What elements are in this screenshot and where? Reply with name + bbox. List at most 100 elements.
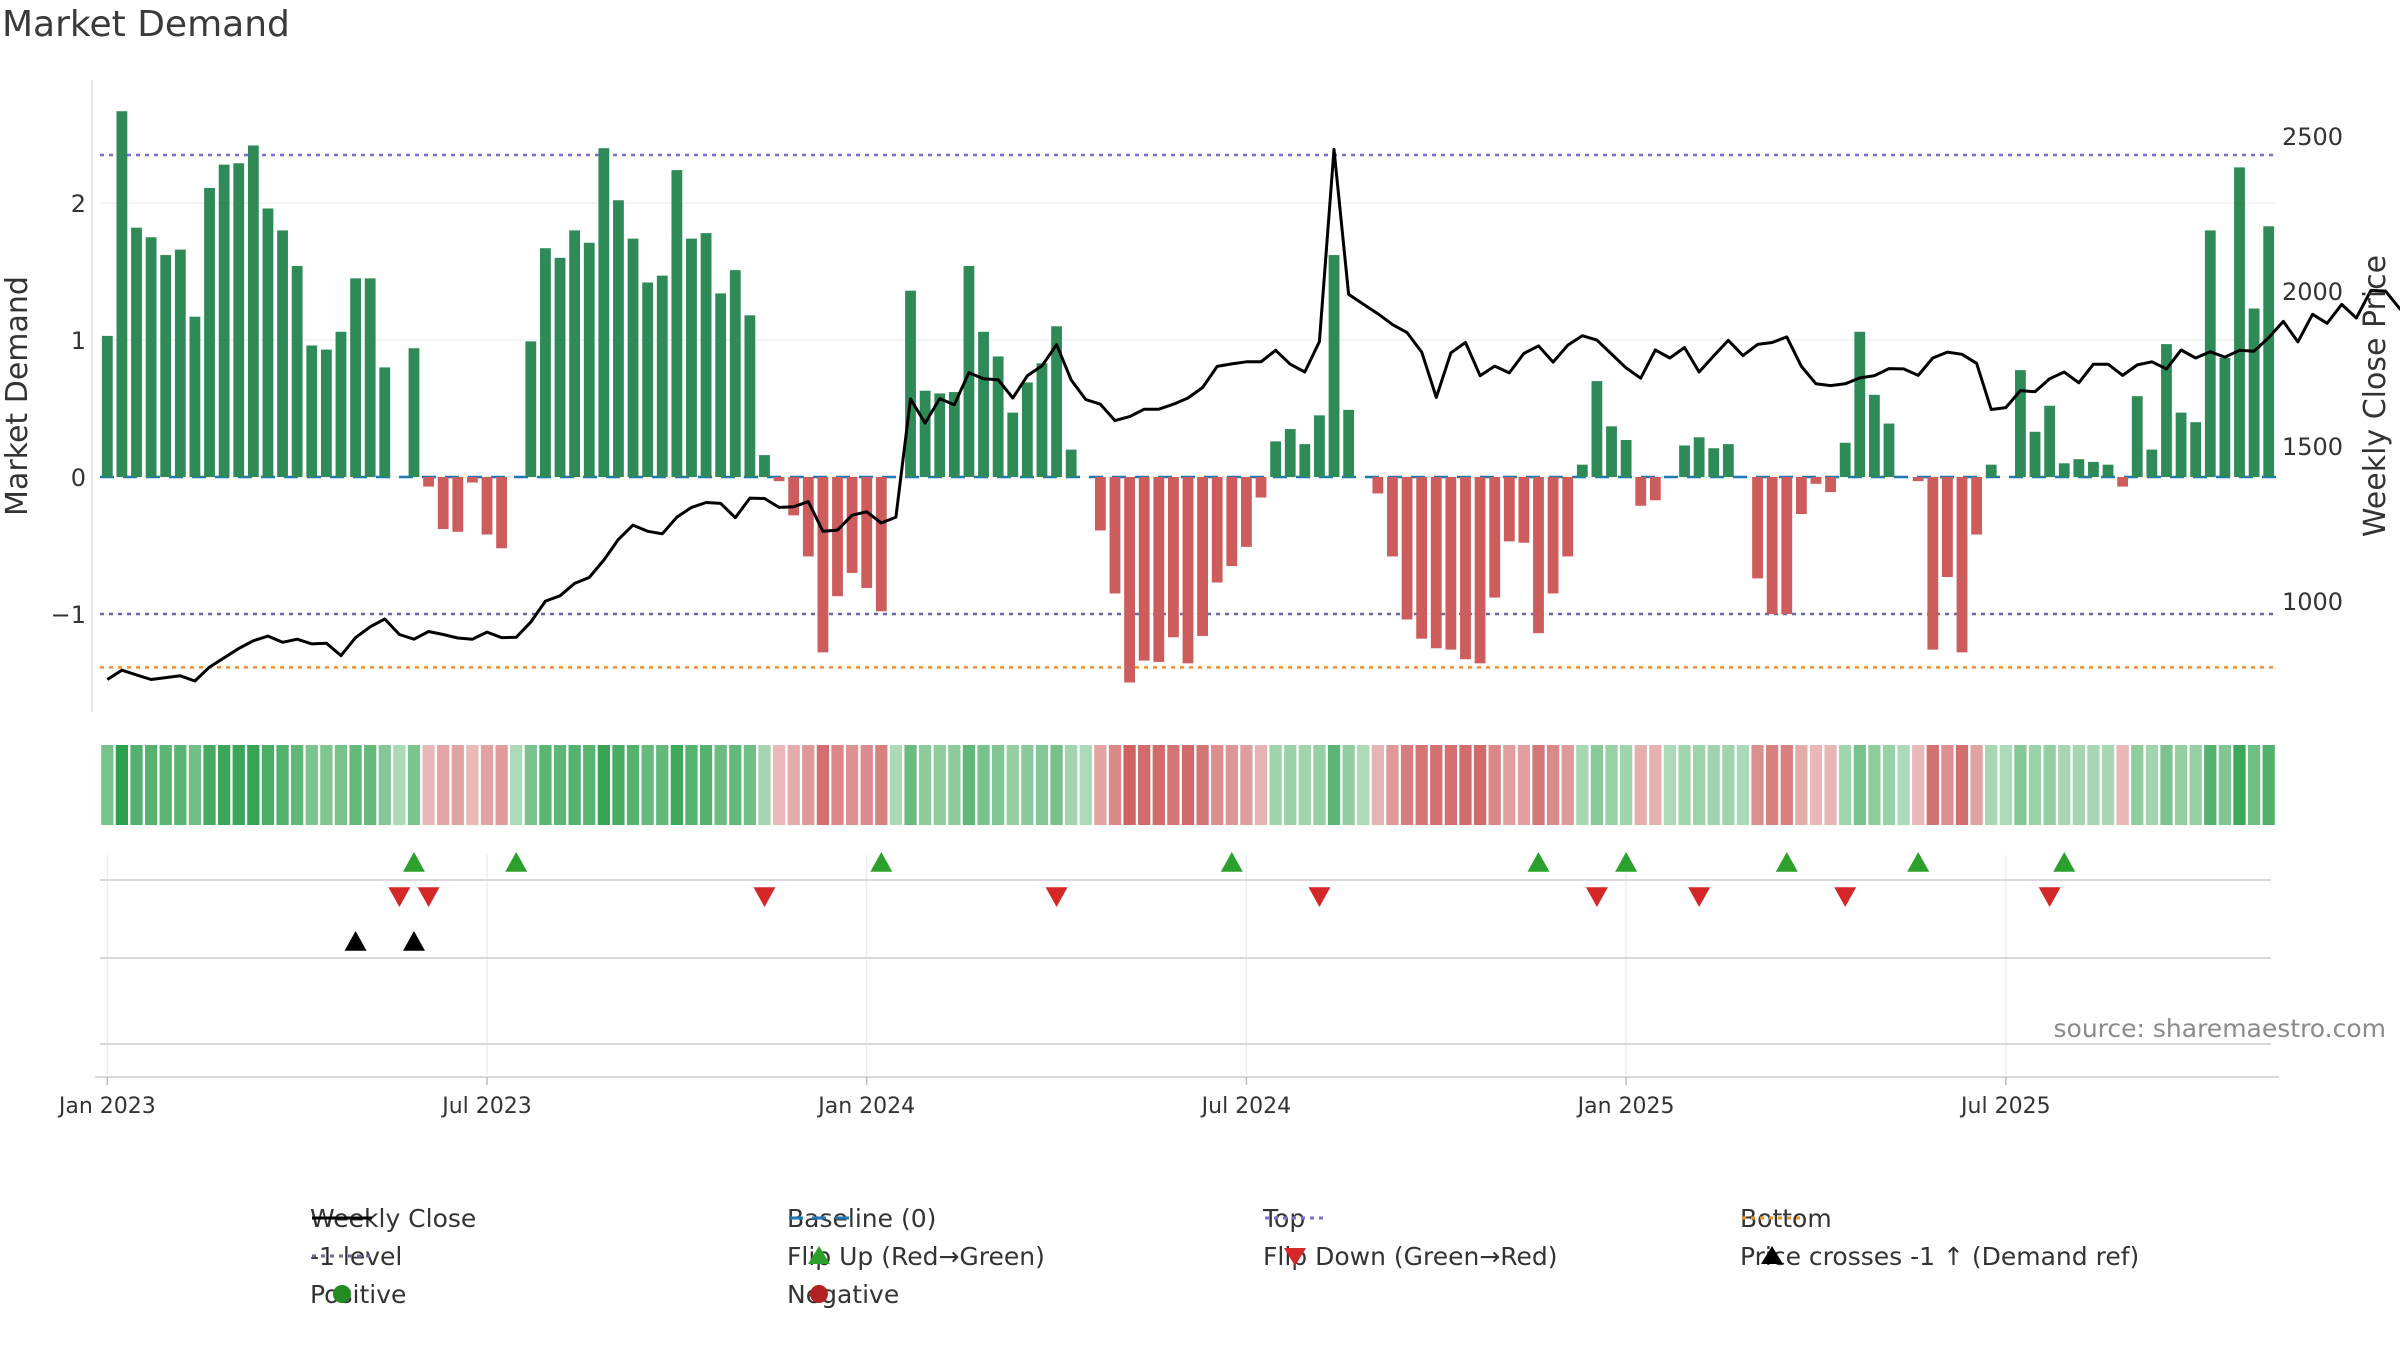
- heat-cell: [393, 745, 406, 825]
- demand-bar: [2146, 449, 2158, 477]
- heat-cell: [2262, 745, 2275, 825]
- demand-bar: [700, 233, 712, 477]
- heat-cell: [714, 745, 727, 825]
- demand-bar: [423, 477, 434, 487]
- heat-cell: [758, 745, 771, 825]
- legend-dotted-line-icon: [1742, 1216, 1802, 1220]
- heat-cell: [2145, 745, 2158, 825]
- heat-cell: [962, 745, 976, 825]
- demand-bar: [2263, 226, 2275, 477]
- heat-cell: [1254, 745, 1268, 825]
- heat-cell: [1546, 745, 1560, 825]
- heat-cell: [1795, 745, 1808, 825]
- heat-cell: [1065, 745, 1078, 825]
- legend-label: Negative: [787, 1279, 900, 1309]
- demand-bar: [583, 242, 595, 477]
- demand-bar: [1825, 477, 1836, 493]
- demand-bar: [335, 331, 347, 477]
- heat-cell: [583, 745, 596, 825]
- heat-cell: [553, 745, 567, 825]
- heat-cell: [1882, 745, 1896, 825]
- heat-cell: [1138, 745, 1151, 825]
- legend-neg1-level: -1 level: [310, 1238, 402, 1274]
- demand-bar: [1474, 477, 1486, 664]
- heat-cell: [1313, 745, 1326, 825]
- heat-cell: [1722, 745, 1735, 825]
- heat-cell: [860, 745, 873, 825]
- y-tick-label: 0: [71, 464, 86, 492]
- demand-bar: [452, 477, 464, 532]
- y2-tick-label: 2500: [2282, 123, 2343, 151]
- demand-bar: [817, 477, 829, 653]
- demand-bar: [291, 266, 303, 477]
- y2-axis-label: Weekly Close Price: [2358, 255, 2393, 537]
- demand-bar: [2190, 422, 2202, 477]
- heat-cell: [466, 745, 479, 825]
- legend-weekly-close: Weekly Close: [310, 1200, 476, 1236]
- demand-bar: [204, 187, 215, 477]
- demand-bar: [1255, 477, 1267, 498]
- heat-cell: [1853, 745, 1866, 825]
- heat-cell: [2101, 745, 2115, 825]
- demand-bar: [1927, 477, 1939, 650]
- heat-cell: [1649, 745, 1662, 825]
- demand-bar: [1810, 477, 1822, 484]
- heat-cell: [1094, 745, 1107, 825]
- y2-tick-label: 1000: [2282, 588, 2343, 616]
- heat-cell: [1678, 745, 1691, 825]
- demand-bar: [1781, 477, 1793, 614]
- heat-cell: [291, 745, 304, 825]
- heat-cell: [364, 745, 377, 825]
- heat-cell: [1021, 745, 1034, 825]
- heat-cell: [247, 745, 260, 825]
- demand-bar: [627, 238, 639, 477]
- demand-bar: [788, 477, 800, 516]
- heat-cell: [188, 745, 202, 825]
- demand-bar: [189, 316, 201, 477]
- demand-bar: [832, 477, 843, 597]
- heat-cell: [1225, 745, 1238, 825]
- heat-cell: [1561, 745, 1574, 825]
- demand-bar: [379, 367, 391, 477]
- demand-bar: [1708, 448, 1720, 477]
- heat-cell: [1444, 745, 1458, 825]
- heat-cell: [1707, 745, 1720, 825]
- heat-cell: [1415, 745, 1428, 825]
- heat-cell: [130, 745, 143, 825]
- triangle-up-icon: [808, 1246, 830, 1264]
- heat-cell: [816, 745, 830, 825]
- demand-bar: [773, 477, 785, 482]
- flip-down-marker: [417, 887, 440, 907]
- heat-cell: [480, 745, 494, 825]
- demand-bar: [408, 348, 420, 477]
- heat-cell: [626, 745, 640, 825]
- heat-cell: [1123, 745, 1136, 825]
- demand-bar: [1576, 464, 1588, 477]
- heat-cell: [2043, 745, 2056, 825]
- legend-negative: Negative: [787, 1276, 899, 1312]
- heat-cell: [2160, 745, 2173, 825]
- demand-bar: [1591, 381, 1603, 477]
- demand-bar: [145, 237, 157, 477]
- legend-label: -1 level: [310, 1241, 403, 1271]
- heat-cell: [992, 745, 1005, 825]
- demand-bar: [1985, 464, 1997, 477]
- heat-cell: [772, 745, 786, 825]
- date-tick-label: Jul 2023: [440, 1094, 532, 1119]
- demand-bar: [1649, 477, 1661, 501]
- heat-cell: [159, 745, 172, 825]
- demand-bar: [2248, 308, 2260, 477]
- heat-cell: [1590, 745, 1604, 825]
- heat-cell: [845, 745, 859, 825]
- demand-bar: [1942, 477, 1953, 578]
- price-cross-marker: [344, 931, 367, 951]
- demand-bar: [496, 477, 508, 549]
- demand-bar: [2204, 230, 2216, 477]
- y2-tick-label: 2000: [2282, 278, 2343, 306]
- demand-bar: [1868, 394, 1880, 477]
- heat-cell: [1473, 745, 1487, 825]
- heat-cell: [174, 745, 187, 825]
- demand-bar: [1051, 326, 1062, 477]
- heat-cell: [670, 745, 683, 825]
- heat-cell: [144, 745, 158, 825]
